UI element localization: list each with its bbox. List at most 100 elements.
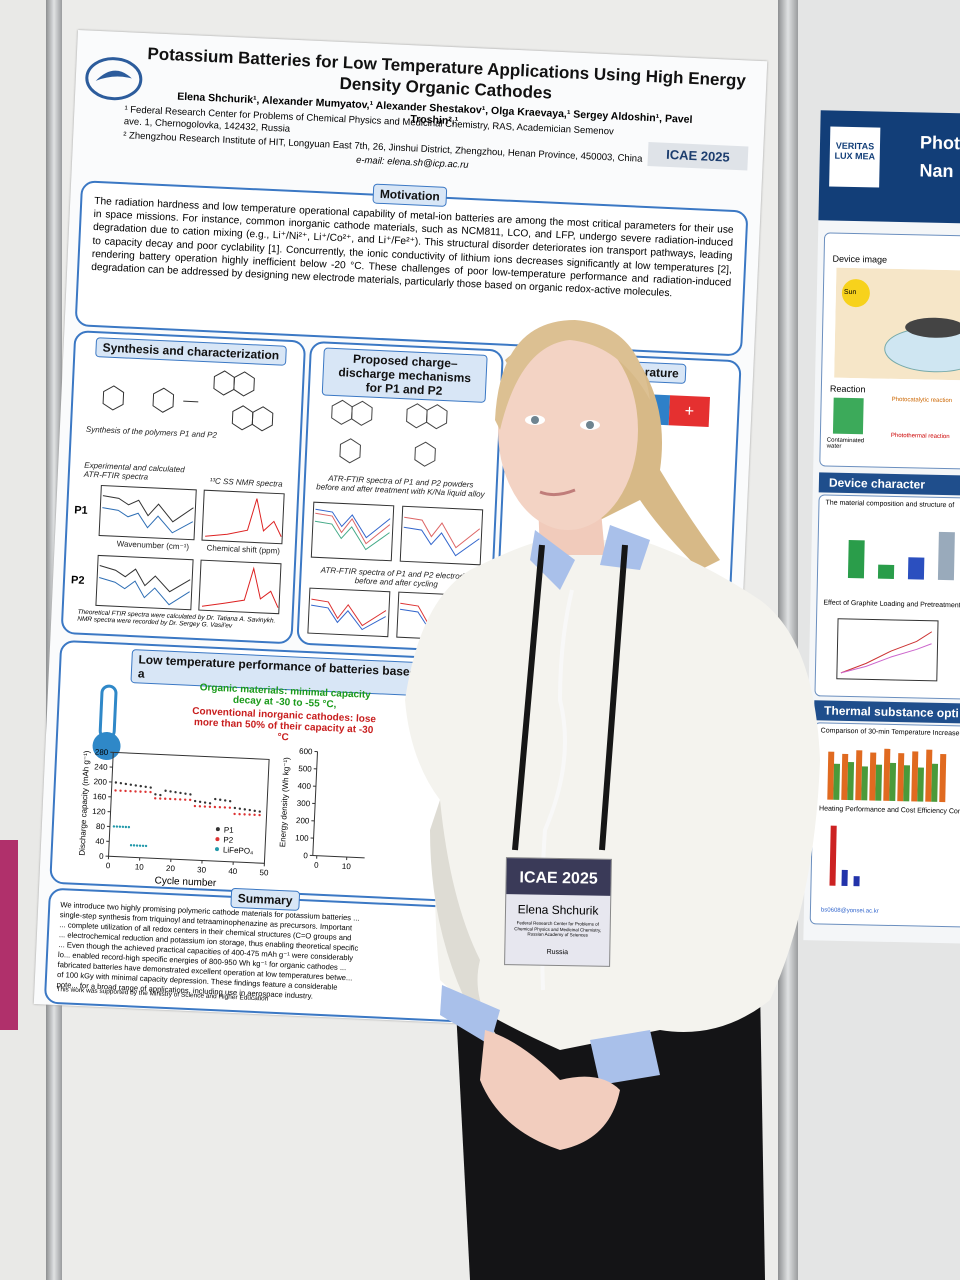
point [119, 789, 122, 792]
legend-label: P2 [223, 835, 234, 844]
point [139, 790, 142, 793]
spectra-plot [310, 501, 484, 566]
point [149, 790, 152, 794]
point [129, 783, 133, 786]
point [114, 789, 117, 792]
point [253, 813, 256, 817]
y-tick-label: 160 [93, 792, 107, 802]
point [164, 797, 167, 800]
bar-drawing [827, 748, 947, 803]
y-tick-label: 80 [96, 822, 106, 831]
badge-name: Elena Shchurik [517, 902, 599, 918]
x-tick-label: 20 [166, 864, 176, 873]
face [498, 330, 638, 530]
point [121, 825, 125, 829]
x-tick-label: 30 [197, 865, 207, 874]
axis [312, 855, 365, 859]
y-tick-label: 100 [295, 833, 309, 843]
mouth [539, 488, 576, 497]
point [238, 812, 241, 816]
iris [531, 416, 539, 424]
y-tick-label: 200 [296, 816, 310, 826]
point [208, 802, 212, 805]
point [149, 786, 152, 789]
point [233, 806, 237, 810]
svg-text:+: + [684, 403, 694, 420]
point [127, 825, 131, 829]
point [258, 813, 261, 817]
x-tick-label: 50 [259, 868, 269, 877]
y-tick-label: 500 [298, 764, 312, 774]
point [179, 798, 182, 801]
hair [495, 320, 650, 430]
point [233, 812, 236, 816]
legend-marker [214, 847, 219, 852]
sleeve-shadow [430, 800, 500, 1040]
point [203, 805, 207, 808]
logo [85, 57, 143, 101]
legend-marker [215, 827, 220, 832]
structure-drawing [102, 370, 274, 432]
pink-sign [0, 840, 18, 1030]
point [114, 781, 118, 784]
point [144, 785, 147, 789]
point [224, 799, 227, 802]
legend-marker [215, 837, 220, 842]
x-tick-label: 0 [106, 861, 111, 870]
point [258, 810, 261, 813]
axis-title: Energy density (Wh kg⁻¹) [278, 757, 291, 848]
point [124, 782, 128, 786]
point [119, 782, 123, 785]
point [243, 808, 247, 811]
point [198, 805, 202, 808]
lowtemp-box: Low temperature performance of batteries… [49, 639, 728, 914]
lanyard [512, 544, 628, 851]
point [159, 797, 162, 800]
point [208, 805, 212, 808]
x-tick-label: 40 [228, 867, 238, 876]
point [169, 797, 172, 801]
cuff [590, 1030, 660, 1085]
bar-drawing [829, 825, 860, 887]
bar-drawing [847, 531, 955, 581]
point [203, 801, 207, 804]
y-tick-label: 400 [297, 781, 311, 791]
point [248, 808, 251, 812]
point [223, 806, 227, 809]
thermometer-icon [92, 684, 121, 761]
point [214, 797, 217, 801]
point [179, 791, 182, 795]
point [139, 784, 142, 788]
point [144, 790, 147, 794]
point [129, 844, 133, 847]
badge-country: Russia [546, 948, 569, 957]
point [138, 844, 142, 847]
synthesis-box: Synthesis and characterization Synthesis… [60, 330, 307, 645]
legend-label: LiFePO₄ [223, 845, 254, 855]
axis-title: Cycle number [154, 875, 217, 889]
y-tick-label: 40 [95, 837, 105, 846]
legend-label: P1 [224, 825, 235, 834]
badge-affiliation: Federal Research Center for Problems of … [514, 920, 602, 938]
y-tick-label: 280 [95, 748, 109, 758]
x-tick-label: 10 [342, 862, 352, 871]
point [132, 844, 136, 847]
point [228, 799, 232, 803]
badge-event: ICAE 2025 [506, 858, 611, 896]
point [134, 790, 137, 793]
x-tick-label: 0 [314, 861, 319, 870]
point [112, 825, 116, 828]
point [198, 800, 202, 804]
point [219, 798, 222, 801]
iris [586, 421, 594, 429]
point [154, 793, 157, 796]
point [124, 825, 128, 829]
y-tick-label: 240 [94, 762, 108, 772]
point [118, 825, 122, 828]
point [189, 793, 192, 796]
point [124, 789, 127, 793]
point [159, 793, 162, 797]
capacity-chart: 0 40 80 120 160 200 240 280 0 10 20 30 40 50 Cycle num… [78, 748, 270, 889]
point [253, 809, 256, 813]
